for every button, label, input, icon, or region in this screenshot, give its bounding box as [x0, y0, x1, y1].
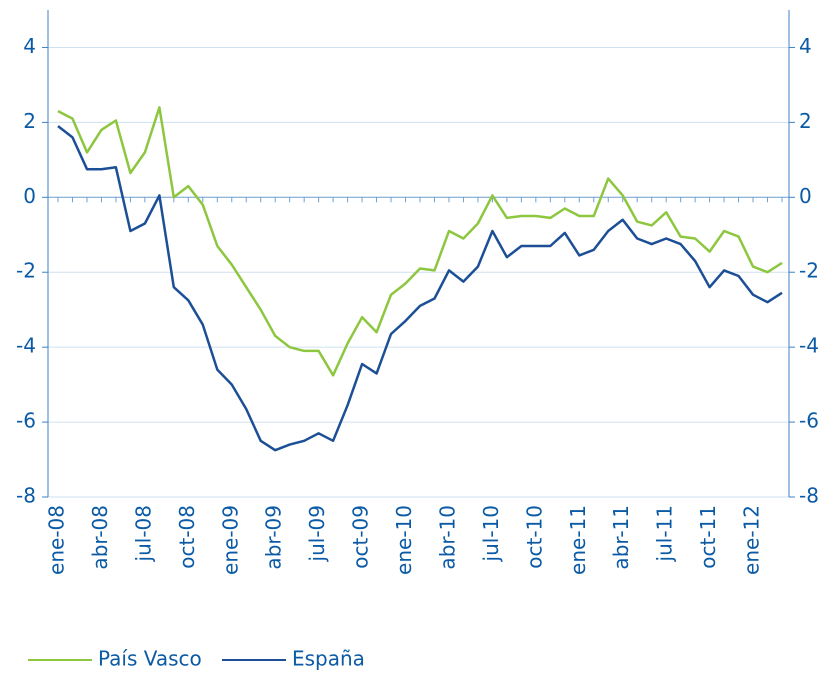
y2-tick-label: 2 — [799, 109, 812, 133]
legend-label: País Vasco — [98, 647, 202, 671]
x-tick-label: ene-10 — [392, 505, 416, 575]
x-tick-label: oct-09 — [349, 505, 373, 569]
y2-tick-label: -4 — [799, 334, 819, 358]
y2-tick-label: -8 — [799, 484, 819, 508]
x-tick-label: oct-10 — [522, 505, 546, 569]
x-tick-label: ene-11 — [566, 505, 590, 575]
y-tick-label: -2 — [16, 259, 36, 283]
y2-tick-label: 4 — [799, 34, 812, 58]
x-tick-label: jul-08 — [131, 505, 155, 562]
y-tick-label: -8 — [16, 484, 36, 508]
y-tick-label: -4 — [16, 334, 36, 358]
y2-tick-label: -6 — [799, 409, 819, 433]
series-line — [57, 106, 783, 377]
x-tick-label: abr-10 — [435, 505, 459, 570]
y-tick-label: -6 — [16, 409, 36, 433]
x-tick-label: abr-11 — [609, 505, 633, 570]
x-tick-label: ene-12 — [740, 505, 764, 575]
x-tick-label: jul-10 — [479, 505, 503, 562]
series-line — [57, 125, 783, 452]
legend-label: España — [292, 647, 365, 671]
x-tick-label: oct-11 — [696, 505, 720, 569]
y-tick-label: 0 — [23, 184, 36, 208]
x-tick-label: oct-08 — [175, 505, 199, 569]
x-tick-label: jul-11 — [653, 505, 677, 562]
x-tick-label: jul-09 — [305, 505, 329, 562]
y-tick-label: 2 — [23, 109, 36, 133]
x-tick-label: abr-08 — [88, 505, 112, 570]
x-tick-label: ene-09 — [218, 505, 242, 575]
x-tick-label: ene-08 — [45, 505, 69, 575]
y2-tick-label: 0 — [799, 184, 812, 208]
y-tick-label: 4 — [23, 34, 36, 58]
y2-tick-label: -2 — [799, 259, 819, 283]
x-tick-label: abr-09 — [262, 505, 286, 570]
